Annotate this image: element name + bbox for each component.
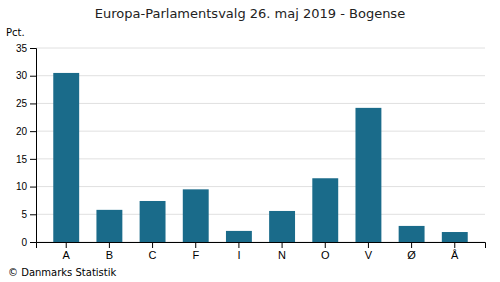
x-tick-mark (325, 242, 326, 248)
x-tick: Ø (407, 242, 416, 261)
y-tick-label: 25 (16, 98, 28, 109)
bar (399, 226, 425, 242)
y-axis-line (30, 49, 37, 243)
x-tick-label: I (237, 249, 240, 261)
y-tick-mark (30, 159, 36, 160)
grid-line (36, 158, 485, 159)
bar (442, 232, 468, 242)
bar (183, 189, 209, 242)
x-tick: F (192, 242, 199, 261)
x-tick-mark (454, 242, 455, 248)
y-tick-label: 20 (16, 126, 28, 137)
y-tick-label: 15 (16, 154, 28, 165)
grid-line (36, 75, 485, 76)
y-label: Pct. (6, 27, 25, 38)
x-tick: C (149, 242, 157, 261)
bar (226, 231, 252, 242)
x-tick-label: O (321, 249, 330, 261)
x-tick: V (365, 242, 373, 261)
chart-container: Europa-Parlamentsvalg 26. maj 2019 - Bog… (0, 0, 500, 282)
bar (312, 178, 338, 242)
y-tick-label: 5 (21, 209, 27, 220)
y-tick: 5 (21, 209, 36, 220)
grid-line (36, 186, 485, 187)
x-tick-label: B (106, 249, 113, 261)
plot: A B C F I N O V Ø Å 0 5 10 15 20 25 30 35 (16, 43, 486, 261)
y-tick-label: 30 (16, 70, 28, 81)
x-tick-mark (195, 242, 196, 248)
footer: © Danmarks Statistik (8, 267, 117, 278)
bars (53, 73, 467, 242)
y-axis: 0 5 10 15 20 25 30 35 (16, 43, 37, 248)
x-tick: I (237, 242, 240, 261)
x-tick-label: A (63, 249, 71, 261)
y-tick-mark (30, 48, 36, 49)
x-tick-mark (282, 242, 283, 248)
x-tick-mark (109, 242, 110, 248)
x-tick-label: Ø (407, 249, 416, 261)
x-tick: A (63, 242, 71, 261)
bar (140, 201, 166, 242)
x-tick-mark (368, 242, 369, 248)
x-tick: N (278, 242, 286, 261)
x-tick-mark (66, 242, 67, 248)
y-tick: 10 (16, 181, 36, 192)
x-axis-line (37, 243, 486, 249)
bar (96, 210, 122, 242)
x-tick-label: Å (451, 249, 459, 261)
x-tick-mark (238, 242, 239, 248)
y-tick: 35 (16, 43, 36, 54)
x-tick: Å (451, 242, 459, 261)
y-tick: 15 (16, 154, 36, 165)
x-axis: ABCFINOVØÅ (37, 242, 486, 261)
y-tick-label: 10 (16, 181, 28, 192)
bar (269, 211, 295, 242)
y-tick: 30 (16, 70, 36, 81)
y-tick-mark (30, 76, 36, 77)
grid-line (36, 103, 485, 104)
y-tick-mark (30, 214, 36, 215)
grid-line (36, 48, 485, 49)
y-tick-mark (30, 187, 36, 188)
y-tick: 25 (16, 98, 36, 109)
y-tick-label: 0 (21, 237, 27, 248)
bar (53, 73, 79, 242)
grid-line (36, 131, 485, 132)
grid (36, 48, 485, 242)
chart: Europa-Parlamentsvalg 26. maj 2019 - Bog… (0, 0, 500, 282)
x-tick-mark (152, 242, 153, 248)
x-tick: B (106, 242, 113, 261)
title: Europa-Parlamentsvalg 26. maj 2019 - Bog… (95, 6, 405, 21)
x-tick-mark (411, 242, 412, 248)
y-tick-mark (30, 131, 36, 132)
bar (355, 108, 381, 242)
y-tick-label: 35 (16, 43, 28, 54)
x-tick-label: N (278, 249, 286, 261)
x-tick-label: V (365, 249, 373, 261)
x-tick: O (321, 242, 330, 261)
y-tick: 20 (16, 126, 36, 137)
y-tick-mark (30, 242, 36, 243)
x-tick-label: F (192, 249, 199, 261)
y-tick-mark (30, 103, 36, 104)
y-tick: 0 (21, 237, 36, 248)
x-tick-label: C (149, 249, 157, 261)
